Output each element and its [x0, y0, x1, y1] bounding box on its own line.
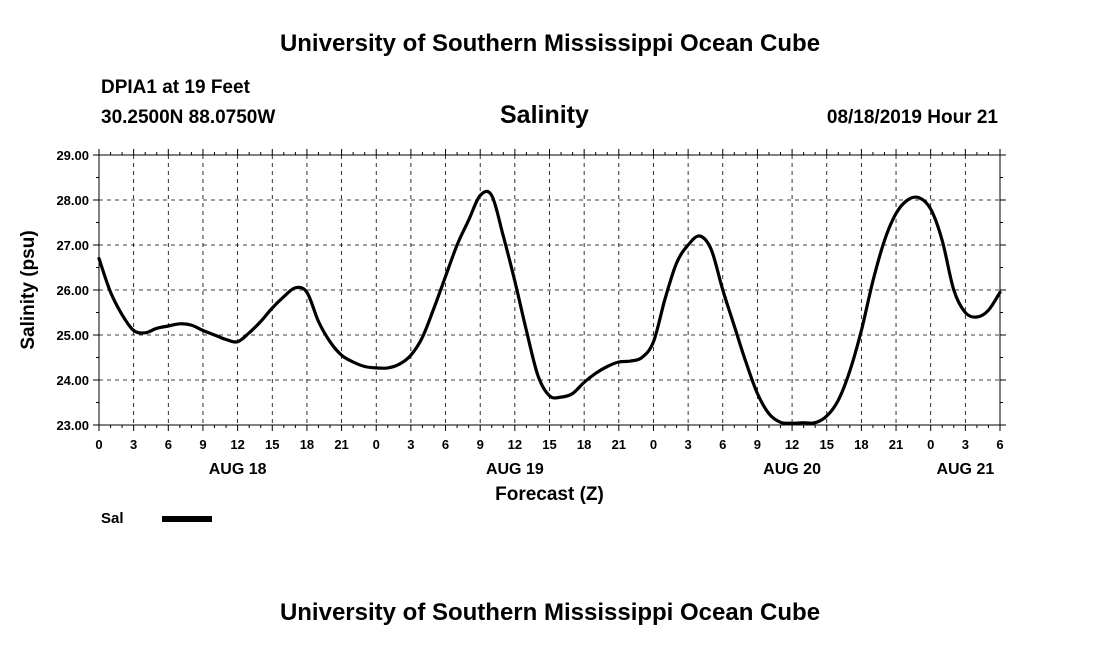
tick-label-x: 15 [819, 437, 833, 452]
tick-label-x: 12 [508, 437, 522, 452]
y-axis-title: Salinity (psu) [18, 230, 39, 349]
tick-label-x: 15 [542, 437, 556, 452]
tick-label-x: 6 [165, 437, 172, 452]
station-coordinates: 30.2500N 88.0750W [101, 107, 276, 128]
parameter-title: Salinity [500, 101, 589, 129]
day-label: AUG 20 [763, 461, 821, 478]
tick-label-x: 3 [684, 437, 691, 452]
tick-label-x: 9 [199, 437, 206, 452]
axis-labels: 23.00 24.00 25.00 26.00 27.00 28.00 29.00 0 3 6 9 1… [18, 148, 1004, 505]
tick-label-x: 9 [477, 437, 484, 452]
tick-label-y: 23.00 [56, 418, 89, 433]
footer-title: University of Southern Mississippi Ocean… [279, 599, 821, 626]
tick-label-x: 0 [927, 437, 934, 452]
series-line-salinity [97, 189, 1002, 425]
tick-label-y: 25.00 [56, 328, 89, 343]
day-label: AUG 18 [209, 461, 267, 478]
tick-label-x: 3 [962, 437, 969, 452]
tick-label-x: 21 [334, 437, 348, 452]
series-layer [97, 189, 1002, 425]
tick-label-x: 0 [373, 437, 380, 452]
tick-label-x: 21 [612, 437, 626, 452]
tick-label-x: 9 [754, 437, 761, 452]
axis-ticks [93, 149, 1006, 431]
grid-lines [99, 155, 1000, 425]
tick-label-x: 6 [996, 437, 1003, 452]
tick-label-x: 6 [442, 437, 449, 452]
tick-label-x: 12 [785, 437, 799, 452]
tick-label-x: 0 [650, 437, 657, 452]
forecast-datetime: 08/18/2019 Hour 21 [826, 107, 998, 128]
tick-label-x: 18 [854, 437, 868, 452]
tick-label-x: 3 [407, 437, 414, 452]
tick-label-x: 3 [130, 437, 137, 452]
tick-label-x: 18 [577, 437, 591, 452]
x-axis-title: Forecast (Z) [495, 484, 604, 505]
tick-label-x: 18 [300, 437, 314, 452]
legend-swatch [162, 516, 212, 522]
tick-label-y: 28.00 [56, 193, 89, 208]
tick-label-y: 26.00 [56, 283, 89, 298]
tick-label-x: 6 [719, 437, 726, 452]
station-name: DPIA1 at 19 Feet [101, 77, 250, 98]
tick-label-y: 24.00 [56, 373, 89, 388]
day-label: AUG 21 [936, 461, 994, 478]
tick-label-x: 0 [95, 437, 102, 452]
tick-label-y: 29.00 [56, 148, 89, 163]
tick-label-x: 21 [889, 437, 903, 452]
tick-label-x: 12 [230, 437, 244, 452]
tick-label-x: 15 [265, 437, 279, 452]
tick-label-y: 27.00 [56, 238, 89, 253]
legend-label: Sal [101, 510, 124, 527]
day-label: AUG 19 [486, 461, 544, 478]
page-title: University of Southern Mississippi Ocean… [279, 30, 821, 57]
